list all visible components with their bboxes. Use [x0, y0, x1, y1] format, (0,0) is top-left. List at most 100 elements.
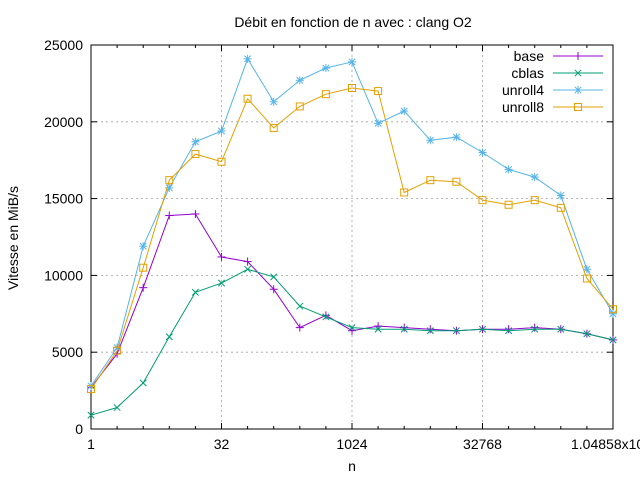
data-point-base — [426, 325, 435, 334]
marker-stroke — [296, 302, 304, 310]
data-point-base — [530, 323, 539, 332]
marker-stroke — [165, 333, 173, 341]
marker-stroke — [87, 385, 95, 394]
marker-stroke — [269, 123, 278, 132]
data-point-cblas — [478, 325, 487, 333]
marker-stroke — [582, 274, 591, 283]
data-point-base — [191, 209, 200, 218]
data-point-base — [243, 257, 252, 266]
data-point-unroll8 — [452, 177, 461, 186]
marker-stroke — [574, 103, 582, 111]
data-point-cblas — [191, 288, 199, 296]
data-point-unroll8 — [374, 87, 383, 96]
marker-stroke — [243, 94, 252, 103]
data-point-unroll8 — [191, 150, 200, 159]
data-point-unroll8 — [504, 200, 513, 209]
grid — [91, 45, 613, 429]
data-point-unroll4 — [530, 173, 539, 182]
data-point-base — [139, 283, 148, 292]
marker-stroke — [609, 310, 617, 318]
marker-stroke — [217, 127, 226, 135]
y-tick-label: 10000 — [44, 267, 83, 283]
legend-entry-base: base — [514, 48, 603, 64]
marker-stroke — [478, 325, 487, 333]
data-point-cblas — [87, 411, 95, 419]
marker-stroke — [583, 330, 591, 338]
chart-title: Débit en fonction de n avec : clang O2 — [234, 14, 472, 30]
data-point-unroll4 — [478, 148, 487, 157]
marker-stroke — [322, 64, 330, 72]
x-tick-label: 1.04858x10 — [571, 436, 640, 452]
marker-stroke — [244, 265, 252, 273]
x-axis-label: n — [348, 458, 356, 474]
data-point-cblas — [583, 330, 591, 338]
data-point-unroll8 — [243, 94, 252, 103]
marker-stroke — [87, 411, 95, 419]
marker-stroke — [348, 58, 356, 66]
marker-stroke — [400, 188, 409, 197]
marker-stroke — [113, 403, 121, 412]
marker-stroke — [217, 157, 226, 166]
data-point-unroll8 — [113, 346, 122, 355]
marker-stroke — [165, 184, 173, 192]
data-point-base — [504, 325, 513, 334]
data-point-cblas — [270, 273, 278, 281]
marker-stroke — [191, 288, 199, 296]
data-point-cblas — [165, 333, 173, 341]
data-point-unroll4 — [374, 119, 383, 128]
marker-stroke — [556, 203, 565, 212]
marker-stroke — [452, 133, 460, 141]
data-point-cblas — [113, 403, 121, 412]
legend-marker — [574, 103, 582, 111]
data-point-cblas — [505, 327, 513, 335]
y-tick-label: 20000 — [44, 114, 83, 130]
data-point-unroll8 — [139, 263, 148, 272]
marker-stroke — [374, 87, 383, 96]
marker-stroke — [374, 325, 382, 333]
data-point-base — [295, 323, 304, 332]
marker-stroke — [321, 90, 330, 99]
data-point-unroll4 — [191, 137, 200, 146]
legend-entry-unroll4: unroll4 — [502, 82, 603, 98]
data-point-base — [269, 285, 278, 294]
data-point-unroll4 — [321, 64, 330, 73]
data-point-cblas — [217, 279, 226, 287]
data-point-unroll8 — [87, 385, 95, 394]
marker-stroke — [609, 336, 617, 344]
data-point-unroll4 — [348, 57, 356, 66]
legend-marker — [574, 69, 582, 77]
marker-stroke — [452, 177, 461, 186]
data-point-unroll8 — [348, 84, 356, 93]
data-point-cblas — [426, 327, 434, 335]
data-point-unroll8 — [478, 196, 487, 205]
x-tick-label: 32 — [214, 436, 230, 452]
legend-marker — [574, 86, 582, 94]
data-point-cblas — [557, 325, 565, 333]
marker-stroke — [139, 379, 147, 387]
legend-marker — [574, 52, 582, 60]
marker-stroke — [426, 176, 435, 185]
data-point-unroll8 — [269, 123, 278, 132]
marker-stroke — [478, 148, 487, 157]
series-unroll8 — [87, 84, 617, 394]
marker-stroke — [574, 69, 582, 77]
data-point-base — [400, 323, 409, 332]
data-point-base — [217, 252, 226, 261]
marker-stroke — [557, 325, 565, 333]
data-point-unroll4 — [400, 107, 409, 116]
marker-stroke — [165, 176, 174, 185]
data-point-unroll8 — [321, 90, 330, 99]
marker-stroke — [531, 325, 539, 333]
marker-stroke — [191, 150, 200, 159]
data-point-cblas — [374, 325, 382, 333]
data-point-cblas — [348, 324, 356, 332]
marker-stroke — [217, 279, 226, 287]
marker-stroke — [505, 165, 513, 173]
marker-stroke — [348, 324, 356, 332]
data-point-unroll8 — [530, 196, 539, 205]
data-point-cblas — [400, 325, 408, 333]
data-point-base — [165, 211, 174, 220]
marker-stroke — [113, 346, 122, 355]
x-tick-label: 1024 — [336, 436, 367, 452]
